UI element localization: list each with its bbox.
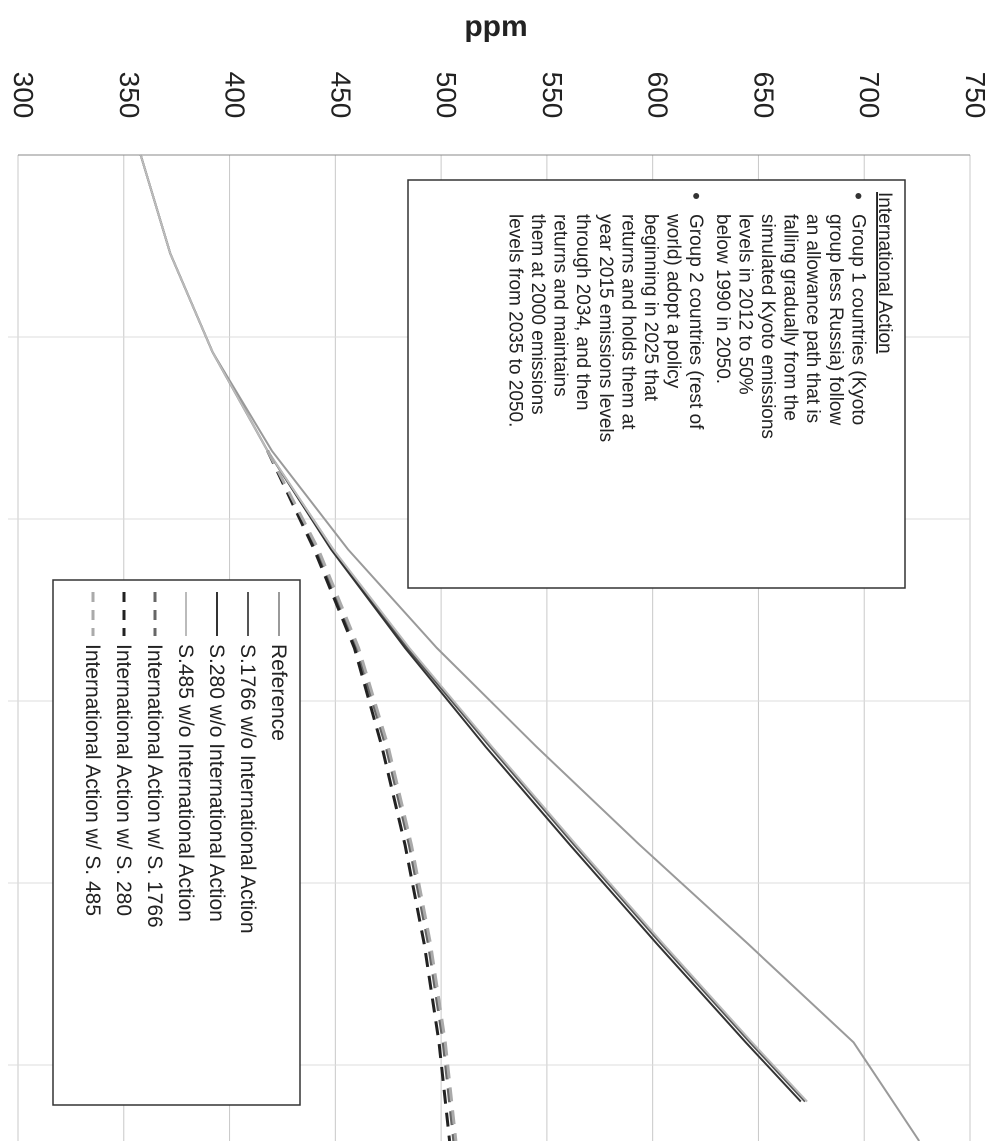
legend-entry-s-485-w-o-international-action: S.485 w/o International Action	[174, 644, 197, 922]
annotation-bullet-1-line: group less Russia) follow	[825, 214, 846, 425]
annotation-bullet-1-line: falling gradually from the	[780, 214, 801, 421]
legend-entry-s-280-w-o-international-action: S.280 w/o International Action	[205, 644, 228, 922]
legend-frame	[52, 579, 301, 1106]
ppm-tick-label-500: 500	[431, 72, 462, 119]
annotation-title: International Action	[874, 192, 895, 354]
annotation-bullet-2-line: returns and maintains	[550, 214, 571, 397]
y-axis-title: ppm	[464, 10, 527, 43]
annotation-bullet-dot	[693, 193, 700, 199]
ppm-tick-label-550: 550	[537, 72, 568, 119]
annotation-bullet-2-line: beginning in 2025 that	[640, 214, 661, 402]
annotation-bullet-2-line: levels from 2035 to 2050.	[504, 214, 525, 427]
annotation-bullet-2-line: them at 2000 emissions	[527, 214, 548, 415]
legend: Reference S.1766 w/o International Action…	[52, 579, 301, 1106]
series-layer	[139, 154, 921, 1141]
ppm-tick-label-750: 750	[960, 72, 991, 119]
ppm-tick-label-650: 650	[748, 72, 779, 119]
annotation-bullet-1-line: an allowance path that is	[802, 214, 823, 423]
annotation-bullet-dot	[855, 193, 862, 199]
annotation-content: International Action Group 1 countries (K…	[504, 192, 895, 442]
legend-entry-international-action-w-s-280: International Action w/ S. 280	[112, 644, 135, 916]
annotation-bullet-2-line: world) adopt a policy	[663, 213, 684, 389]
series-line-international-action-w-s-280	[266, 450, 452, 1141]
legend-entry-international-action-w-s-485: International Action w/ S. 485	[81, 644, 104, 916]
annotation-box: International Action Group 1 countries (K…	[407, 179, 906, 589]
ppm-tick-label-400: 400	[220, 72, 251, 119]
annotation-bullet-1-line: simulated Kyoto emissions	[757, 214, 778, 439]
ppm-tick-label-700: 700	[854, 72, 885, 119]
ppm-tick-label-350: 350	[114, 72, 145, 119]
annotation-bullet-1-line: levels in 2012 to 50%	[734, 214, 755, 395]
series-line-s-485-w-o-international-action	[139, 154, 808, 1103]
ppm-tick-label-600: 600	[643, 72, 674, 119]
ppm-tick-label-450: 450	[325, 72, 356, 119]
series-line-international-action-w-s-1766	[266, 450, 456, 1141]
annotation-bullet-1-line: Group 1 countries (Kyoto	[847, 214, 868, 425]
ppm-tick-label-300: 300	[8, 72, 39, 119]
legend-entry-international-action-w-s-1766: International Action w/ S. 1766	[143, 644, 166, 928]
annotation-bullet-2-line: through 2034, and then	[572, 214, 593, 411]
series-line-international-action-w-s-485	[266, 450, 458, 1141]
annotation-bullet-1-line: below 1990 in 2050.	[712, 214, 733, 384]
legend-entry-s-1766-w-o-international-action: S.1766 w/o International Action	[236, 644, 259, 934]
annotation-frame	[407, 179, 906, 589]
tick-label-layer: 300 350 400 450 500 550 600 650 700 750	[8, 72, 991, 119]
annotation-bullet-2-line: Group 2 countries (rest of	[685, 214, 706, 430]
annotation-bullet-2-line: year 2015 emissions levels	[595, 214, 616, 442]
legend-entry-reference: Reference	[267, 644, 290, 741]
legend-content: Reference S.1766 w/o International Action…	[81, 592, 290, 934]
annotation-bullet-2-line: returns and holds them at	[617, 214, 638, 430]
